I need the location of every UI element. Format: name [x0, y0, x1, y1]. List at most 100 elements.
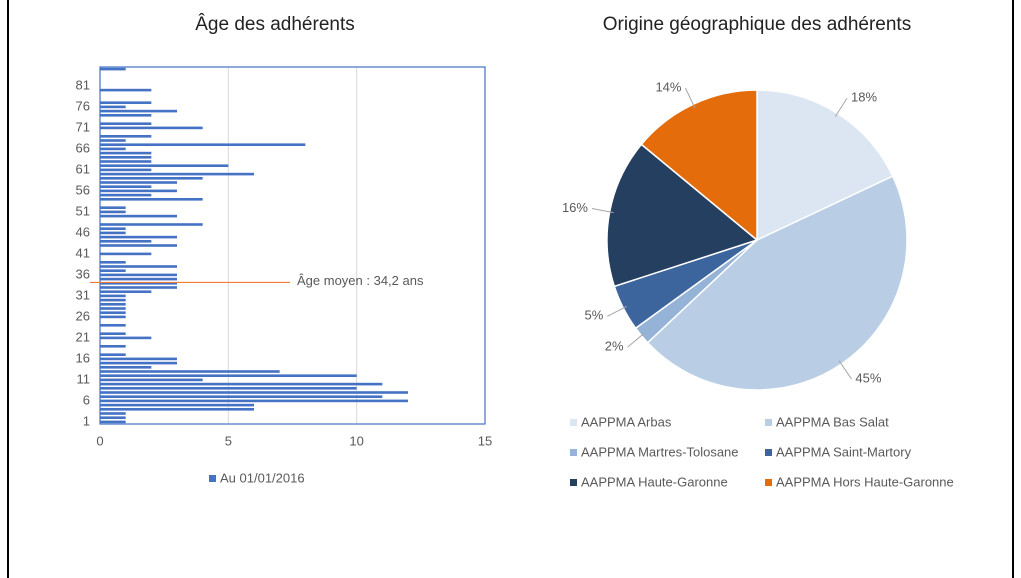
bar: [100, 214, 177, 218]
leader-line: [834, 97, 848, 117]
bar: [100, 109, 177, 113]
bar: [100, 227, 126, 230]
bar: [100, 370, 280, 373]
bar: [100, 193, 152, 197]
y-tick-label: 41: [76, 245, 90, 260]
bar: [100, 282, 177, 285]
legend-label: AAPPMA Bas Salat: [776, 414, 889, 429]
y-tick-label: 1: [83, 413, 90, 428]
bar: [100, 408, 254, 411]
bar: [100, 168, 152, 172]
y-tick-label: 61: [76, 161, 90, 176]
x-tick-label: 15: [478, 433, 492, 448]
bar: [100, 273, 177, 277]
y-tick-label: 56: [76, 182, 90, 197]
y-tick-label: 31: [76, 287, 90, 302]
bar: [100, 210, 126, 214]
legend-label: Au 01/01/2016: [220, 470, 305, 485]
leader-line: [627, 332, 645, 348]
legend-label: AAPPMA Martres-Tolosane: [581, 444, 739, 459]
leader-line: [838, 360, 852, 380]
bar: [100, 345, 126, 348]
legend-swatch: [570, 419, 577, 426]
bar: [100, 366, 152, 369]
y-tick-label: 71: [76, 119, 90, 134]
bar: [100, 122, 152, 125]
legend-label: AAPPMA Hors Haute-Garonne: [776, 474, 954, 489]
legend-label: AAPPMA Arbas: [581, 414, 672, 429]
bar: [100, 172, 254, 176]
bar: [100, 403, 254, 407]
bar: [100, 395, 383, 398]
y-tick-label: 76: [76, 98, 90, 113]
bar: [100, 311, 126, 314]
bar: [100, 277, 177, 281]
bar: [100, 324, 126, 327]
bar: [100, 269, 126, 272]
leader-line: [591, 208, 614, 214]
bar: [100, 252, 152, 256]
y-tick-label: 6: [83, 392, 90, 407]
y-tick-label: 11: [77, 371, 91, 386]
annotation: Âge moyen : 34,2 ans: [297, 273, 424, 288]
bar: [100, 298, 126, 302]
leader-line: [685, 87, 696, 109]
legend-swatch: [765, 479, 772, 486]
data-label: 14%: [655, 79, 681, 94]
bar: [100, 399, 408, 403]
y-tick-label: 51: [76, 203, 90, 218]
bar: [100, 88, 152, 92]
bar: [100, 391, 408, 394]
bar: [100, 387, 357, 390]
bar: [100, 185, 152, 188]
bar: [100, 378, 203, 382]
bar: [100, 357, 177, 361]
bar: [100, 244, 177, 247]
bar: [100, 105, 126, 109]
bar: [100, 307, 126, 310]
bar: [100, 67, 126, 71]
legend-swatch: [570, 449, 577, 456]
data-label: 45%: [855, 370, 881, 385]
bar: [100, 303, 126, 306]
bar: [100, 332, 126, 335]
bar: [100, 361, 177, 365]
data-label: 18%: [851, 90, 877, 105]
bar: [100, 286, 177, 289]
bar: [100, 206, 126, 209]
y-tick-label: 66: [76, 140, 90, 155]
bar: [100, 231, 126, 235]
x-tick-label: 10: [349, 433, 363, 448]
x-tick-label: 0: [96, 433, 103, 448]
bar: [100, 181, 177, 184]
bar: [100, 374, 357, 377]
bar: [100, 114, 152, 117]
bar: [100, 412, 126, 415]
leader-line: [607, 305, 628, 317]
chart-title: Origine géographique des adhérents: [602, 14, 912, 35]
bar: [100, 151, 152, 155]
data-label: 2%: [605, 339, 624, 354]
data-label: 5%: [585, 308, 604, 323]
y-tick-label: 16: [76, 350, 90, 365]
legend-swatch: [765, 449, 772, 456]
bar: [100, 240, 152, 243]
y-tick-label: 46: [76, 224, 90, 239]
bar: [100, 261, 126, 264]
chart-title: Âge des adhérents: [195, 14, 355, 35]
bar: [100, 126, 203, 130]
bar: [100, 294, 126, 298]
legend-swatch: [570, 479, 577, 486]
bar: [100, 315, 126, 319]
bar: [100, 198, 203, 201]
legend-label: AAPPMA Saint-Martory: [776, 444, 912, 459]
bar: [100, 416, 126, 419]
data-label: 16%: [562, 200, 588, 215]
bar: [100, 223, 203, 226]
bar: [100, 143, 306, 146]
legend-swatch: [209, 475, 216, 482]
bar: [100, 235, 177, 239]
legend-swatch: [765, 419, 772, 426]
